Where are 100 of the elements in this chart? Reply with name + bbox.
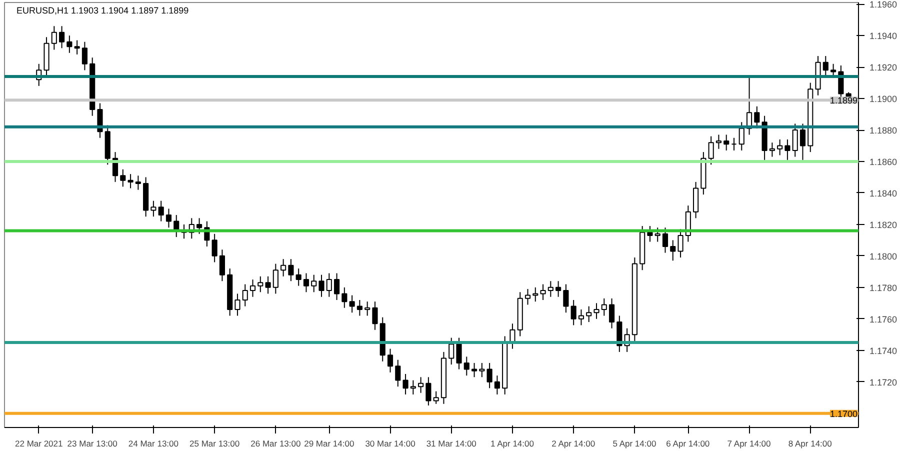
candlestick xyxy=(296,268,302,286)
candlestick xyxy=(74,40,80,55)
candlestick xyxy=(372,301,378,330)
candlestick xyxy=(135,175,141,190)
candlestick xyxy=(342,286,348,308)
candlestick xyxy=(471,362,478,378)
candlestick xyxy=(586,306,592,323)
candlestick xyxy=(258,276,264,293)
chart-title: EURUSD,H1 1.1903 1.1904 1.1897 1.1899 xyxy=(16,6,189,16)
candlestick xyxy=(349,294,355,314)
y-tick-label: 1.1860 xyxy=(870,156,898,167)
candlestick xyxy=(387,348,394,373)
candlestick xyxy=(486,362,492,389)
candlestick xyxy=(303,272,310,293)
x-tick-label: 8 Apr 14:00 xyxy=(788,438,832,448)
x-tick-label: 22 Mar 2021 xyxy=(15,438,64,448)
candlestick xyxy=(250,279,256,298)
y-tick-label: 1.1840 xyxy=(870,188,898,198)
x-tick-label: 24 Mar 13:00 xyxy=(128,438,179,448)
candlestick xyxy=(433,390,439,404)
ref-line-label: 1.1899 xyxy=(830,96,858,106)
candlestick xyxy=(196,218,202,234)
candlestick xyxy=(556,280,562,298)
candlestick xyxy=(647,226,653,242)
candlestick xyxy=(654,227,660,242)
candlestick xyxy=(334,272,340,300)
ref-line-label: 1.1700 xyxy=(830,408,858,419)
candlestick xyxy=(777,138,783,156)
candlestick xyxy=(540,284,546,300)
candlestick xyxy=(578,308,584,326)
candlestick xyxy=(128,174,134,189)
candlestick xyxy=(66,35,72,54)
candlestick xyxy=(792,123,798,158)
candlestick xyxy=(784,138,790,160)
y-tick-label: 1.1900 xyxy=(870,94,898,104)
candlestick xyxy=(724,134,730,151)
candlestick xyxy=(594,302,600,320)
x-tick-label: 31 Mar 14:00 xyxy=(426,438,477,448)
candlestick xyxy=(51,26,57,50)
candlestick xyxy=(356,300,362,316)
candlestick xyxy=(494,375,500,395)
candlestick xyxy=(456,337,462,370)
candlestick xyxy=(731,137,737,151)
candlestick xyxy=(280,258,286,277)
candlestick xyxy=(395,359,401,388)
candlestick xyxy=(364,301,370,316)
y-tick-label: 1.1740 xyxy=(870,346,898,356)
candlestick xyxy=(272,263,278,294)
y-tick-label: 1.1820 xyxy=(870,220,898,230)
candlestick xyxy=(82,41,88,71)
candlestick xyxy=(570,300,576,326)
candlestick xyxy=(234,293,240,316)
x-tick-label: 29 Mar 14:00 xyxy=(304,438,354,448)
y-tick-label: 1.1880 xyxy=(870,126,898,136)
candlestick xyxy=(769,142,775,158)
candlestick xyxy=(311,274,317,293)
x-tick-label: 30 Mar 14:00 xyxy=(365,438,416,448)
candlestick xyxy=(548,280,554,298)
candlestick xyxy=(670,240,676,262)
candlestick xyxy=(510,323,516,350)
candlestick xyxy=(158,200,164,222)
candlestick xyxy=(410,380,416,395)
candlestick xyxy=(479,362,485,378)
candlestick xyxy=(97,102,103,138)
candlestick xyxy=(608,298,615,329)
candlestick xyxy=(464,356,470,376)
x-tick-label: 2 Apr 14:00 xyxy=(552,438,596,448)
candlestick xyxy=(532,286,538,302)
candlestick xyxy=(120,168,126,188)
candlestick xyxy=(800,123,806,160)
y-tick-label: 1.1760 xyxy=(870,314,898,324)
y-tick-label: 1.1960 xyxy=(870,0,898,10)
candlestick xyxy=(318,274,324,298)
candlestick xyxy=(166,208,172,228)
candlestick xyxy=(265,276,271,294)
y-tick-label: 1.1920 xyxy=(870,62,898,73)
x-tick-label: 23 Mar 13:00 xyxy=(67,438,118,448)
x-tick-label: 6 Apr 14:00 xyxy=(666,438,710,448)
candlestick xyxy=(716,134,722,150)
candlestick xyxy=(288,258,294,282)
candlestick xyxy=(563,284,569,314)
candlestick xyxy=(601,298,607,316)
candlestick xyxy=(662,227,668,254)
y-tick-label: 1.1780 xyxy=(870,282,898,293)
candlestick xyxy=(326,272,332,298)
candlestick xyxy=(448,337,454,366)
x-tick-label: 26 Mar 13:00 xyxy=(250,438,301,448)
candlestick xyxy=(150,200,156,218)
x-tick-label: 7 Apr 14:00 xyxy=(727,438,772,448)
candlestick xyxy=(693,181,699,219)
y-tick-label: 1.1800 xyxy=(870,251,898,262)
candlestick xyxy=(418,376,424,394)
y-tick-label: 1.1720 xyxy=(870,377,898,388)
candlestick xyxy=(242,284,248,307)
candlestick xyxy=(402,373,408,395)
candlestick xyxy=(219,249,225,282)
candlestick xyxy=(738,122,744,151)
candlestick xyxy=(212,233,218,263)
candlestick xyxy=(59,26,65,49)
y-tick-label: 1.1940 xyxy=(870,31,898,42)
